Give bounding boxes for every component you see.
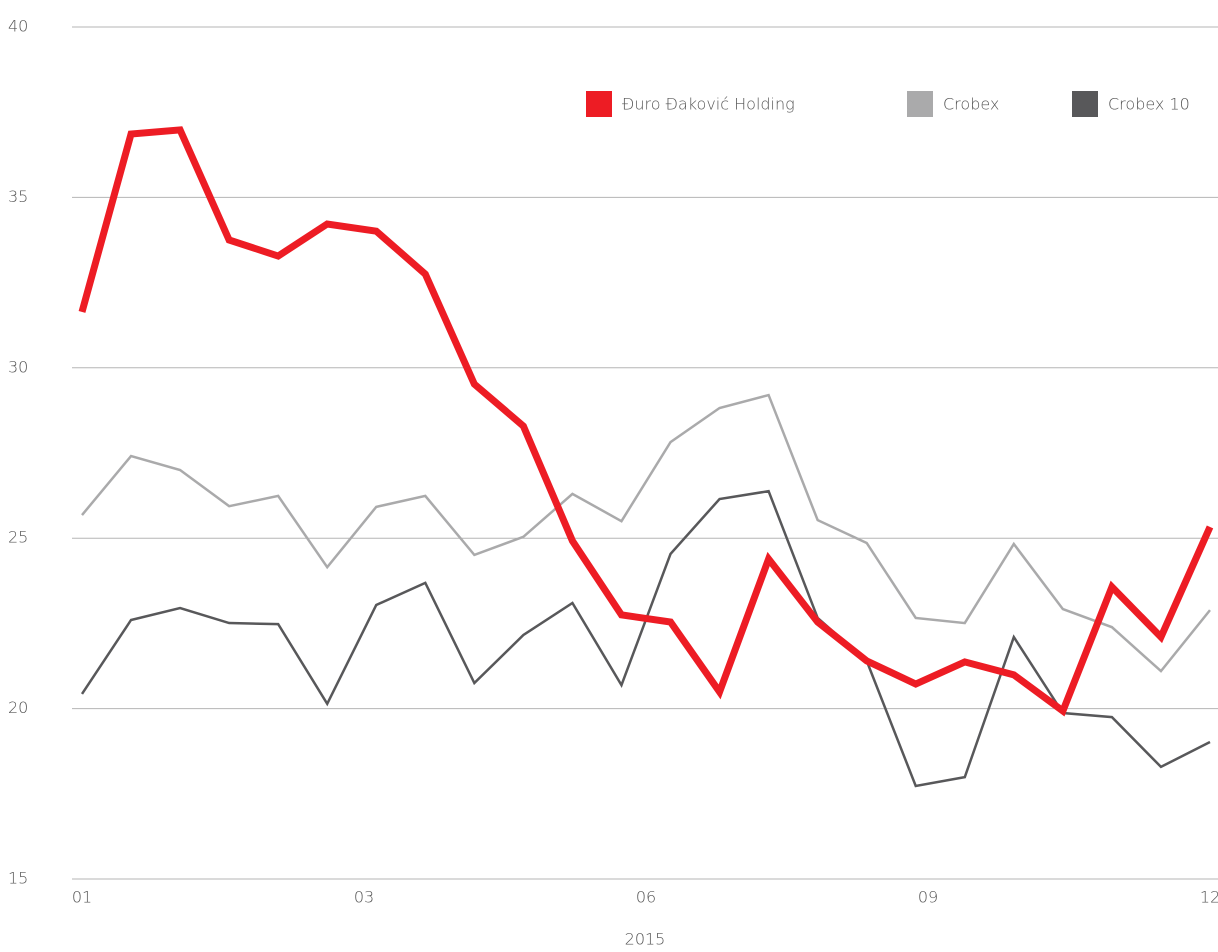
x-tick-label: 03	[354, 888, 374, 907]
y-tick-label: 25	[8, 528, 28, 547]
legend-swatch	[1072, 91, 1098, 117]
x-tick-label: 12	[1200, 888, 1218, 907]
legend-label: Crobex 10	[1108, 95, 1190, 114]
series-line	[78, 126, 1214, 717]
x-tick-label: 06	[636, 888, 656, 907]
legend-swatch	[907, 91, 933, 117]
x-tick-label: 01	[72, 888, 92, 907]
legend-label: Đuro Đaković Holding	[622, 95, 795, 114]
legend-swatch	[586, 91, 612, 117]
y-tick-label: 20	[8, 698, 28, 717]
y-tick-label: 35	[8, 187, 28, 206]
series-line	[81, 393, 1211, 673]
y-tick-label: 40	[8, 17, 28, 36]
series-line	[80, 489, 1211, 788]
x-tick-label: 09	[918, 888, 938, 907]
legend-label: Crobex	[943, 95, 999, 114]
x-axis-label: 2015	[625, 930, 666, 949]
y-tick-label: 15	[8, 869, 28, 888]
y-tick-label: 30	[8, 357, 28, 376]
